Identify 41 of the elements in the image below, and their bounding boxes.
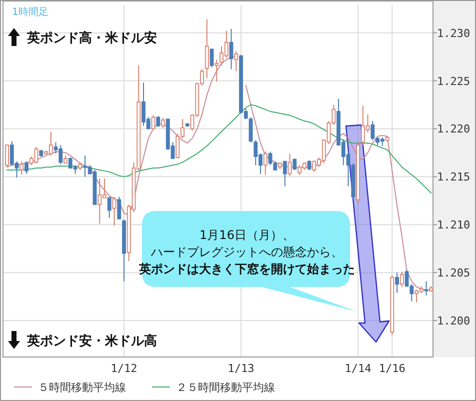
- annotation: 1月16日（月）、: [200, 228, 294, 242]
- annotation: 英ポンド高・米ドル安: [26, 30, 157, 46]
- candlestick: [156, 116, 160, 128]
- candlestick: [210, 48, 214, 68]
- candlestick: [234, 50, 238, 72]
- line-series: [6, 104, 432, 194]
- candlestick: [292, 158, 297, 170]
- candlestick: [112, 196, 116, 226]
- candlestick: [107, 196, 112, 218]
- candlestick: [288, 153, 292, 176]
- y-tick-label: 1.230: [437, 26, 470, 40]
- legend-label: ２５時間移動平均線: [176, 381, 275, 394]
- candlestick: [248, 116, 253, 143]
- annotation: 1時間足: [12, 6, 48, 18]
- legend-label: ５時間移動平均線: [38, 381, 126, 394]
- candlestick: [395, 272, 399, 294]
- candlestick: [161, 118, 165, 128]
- y-tick-label: 1.205: [437, 266, 470, 280]
- candlestick: [24, 160, 28, 174]
- candlestick: [117, 196, 122, 220]
- candlestick: [400, 271, 404, 288]
- x-tick-label: 1/16: [378, 362, 406, 375]
- x-tick-label: 1/13: [228, 362, 254, 375]
- candlestick: [204, 18, 209, 78]
- candlestick: [263, 151, 268, 176]
- y-tick-label: 1.210: [437, 218, 470, 232]
- annotation: 英ポンド安・米ドル高: [26, 333, 157, 349]
- x-tick-label: 1/14: [344, 362, 372, 375]
- candlestick: [214, 59, 219, 82]
- candlestick: [20, 160, 24, 176]
- y-tick-label: 1.220: [437, 122, 470, 136]
- annotation: 英ポンドは大きく下窓を開けて始まった: [138, 262, 355, 276]
- candlestick: [424, 280, 428, 296]
- candlestick: [307, 160, 312, 170]
- x-tick-label: 1/12: [110, 362, 138, 375]
- y-tick-label: 1.215: [437, 170, 470, 184]
- y-tick-label: 1.225: [437, 74, 470, 88]
- annotation: ハードブレグジットへの懸念から、: [150, 245, 343, 259]
- candlestick: [5, 144, 9, 168]
- candlestick: [282, 160, 287, 187]
- y-tick-label: 1.200: [437, 314, 470, 328]
